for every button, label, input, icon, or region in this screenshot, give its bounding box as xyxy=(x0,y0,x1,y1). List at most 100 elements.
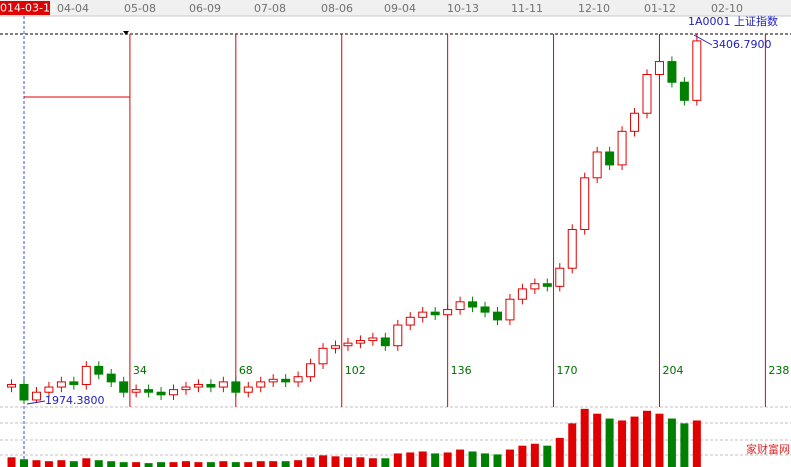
candle-body xyxy=(492,311,502,321)
volume-bar xyxy=(306,457,315,467)
date-label: 04-04 xyxy=(57,2,89,15)
candle-body xyxy=(393,324,403,347)
candle-body xyxy=(31,391,41,401)
volume-bar xyxy=(393,453,402,467)
watermark: 家财富网 xyxy=(746,442,790,456)
volume-bar xyxy=(368,458,377,467)
index-title: 1A0001 上证指数 xyxy=(688,14,778,28)
candle-body xyxy=(605,151,615,166)
period-label: 136 xyxy=(451,364,472,377)
candle-body xyxy=(156,391,166,396)
candle-body xyxy=(555,267,565,287)
candle-body xyxy=(94,365,104,375)
volume-bar xyxy=(256,461,265,467)
candle-body xyxy=(331,345,340,349)
candle-body xyxy=(443,309,453,316)
candle-body xyxy=(679,81,689,101)
date-label: 02-10 xyxy=(711,2,743,15)
candle-body xyxy=(592,151,602,179)
candle-body xyxy=(368,337,378,342)
date-label: 11-11 xyxy=(511,2,543,15)
volume-bar xyxy=(605,418,614,467)
volume-bar xyxy=(468,451,477,467)
candle-body xyxy=(69,381,79,385)
volume-bar xyxy=(418,451,427,467)
candle-body xyxy=(119,381,129,393)
volume-bar xyxy=(481,453,490,467)
volume-bar xyxy=(44,461,53,467)
candle-body xyxy=(19,383,29,401)
volume-bar xyxy=(269,461,278,467)
volume-bar xyxy=(692,420,701,467)
period-label: 204 xyxy=(662,364,683,377)
candle-body xyxy=(131,389,141,393)
high-label: 3406.7900 xyxy=(712,38,772,51)
high-pointer xyxy=(693,34,713,46)
volume-bar xyxy=(505,449,514,467)
candle-body xyxy=(256,381,266,388)
date-label: 07-08 xyxy=(254,2,286,15)
candle-body xyxy=(193,383,203,388)
volume-bar xyxy=(20,459,28,467)
candle-body xyxy=(380,337,390,347)
volume-bar xyxy=(157,462,166,467)
volume-bar xyxy=(7,457,16,467)
candle-body xyxy=(231,381,241,393)
candle-body xyxy=(692,40,702,101)
volume-bar xyxy=(618,420,627,467)
volume-bar xyxy=(119,462,128,467)
volume-bar xyxy=(57,460,66,467)
candle-body xyxy=(567,228,577,269)
candle-body xyxy=(530,283,540,290)
cursor-date-box xyxy=(0,1,50,15)
volume-bar xyxy=(94,460,103,467)
candle-body xyxy=(7,383,17,388)
volume-bar xyxy=(493,454,502,467)
candle-body xyxy=(617,130,627,166)
date-label: 06-09 xyxy=(189,2,221,15)
volume-bar xyxy=(244,462,253,467)
date-label: 05-08 xyxy=(124,2,156,15)
period-label: 170 xyxy=(557,364,578,377)
volume-bar xyxy=(443,452,452,467)
date-label: 10-13 xyxy=(447,2,479,15)
candle-body xyxy=(355,340,365,344)
volume-bar xyxy=(32,460,41,467)
volume-bar xyxy=(667,418,676,467)
volume-bar xyxy=(231,462,240,467)
volume-bar xyxy=(555,437,564,467)
volume-bar xyxy=(431,453,440,467)
candle-body xyxy=(56,381,66,388)
period-label: 238 xyxy=(768,364,789,377)
volume-bar xyxy=(406,452,415,467)
candle-body xyxy=(667,61,677,83)
candle-body xyxy=(505,298,515,321)
candle-body xyxy=(218,381,228,388)
candle-body xyxy=(293,376,303,383)
candle-body xyxy=(542,283,552,287)
date-label: 08-06 xyxy=(321,2,353,15)
candle-body xyxy=(106,373,116,383)
volume-bar xyxy=(580,408,589,467)
volume-bar xyxy=(206,462,215,467)
marker-arrow xyxy=(123,31,129,35)
candle-body xyxy=(243,386,253,393)
volume-bar xyxy=(680,423,689,467)
volume-bar xyxy=(169,462,178,467)
volume-bar xyxy=(593,413,602,467)
volume-bar xyxy=(381,458,390,467)
candle-body xyxy=(318,347,328,365)
candle-body xyxy=(44,386,54,393)
period-label: 34 xyxy=(133,364,147,377)
volume-bar xyxy=(281,461,290,467)
volume-bar xyxy=(82,458,91,467)
volume-bar xyxy=(543,445,552,467)
candle-body xyxy=(654,61,664,75)
candle-body xyxy=(480,306,490,313)
candle-body xyxy=(268,378,278,383)
candle-body xyxy=(181,386,191,391)
candle-body xyxy=(468,301,478,308)
candle-body xyxy=(206,383,216,388)
date-label: 09-04 xyxy=(384,2,416,15)
